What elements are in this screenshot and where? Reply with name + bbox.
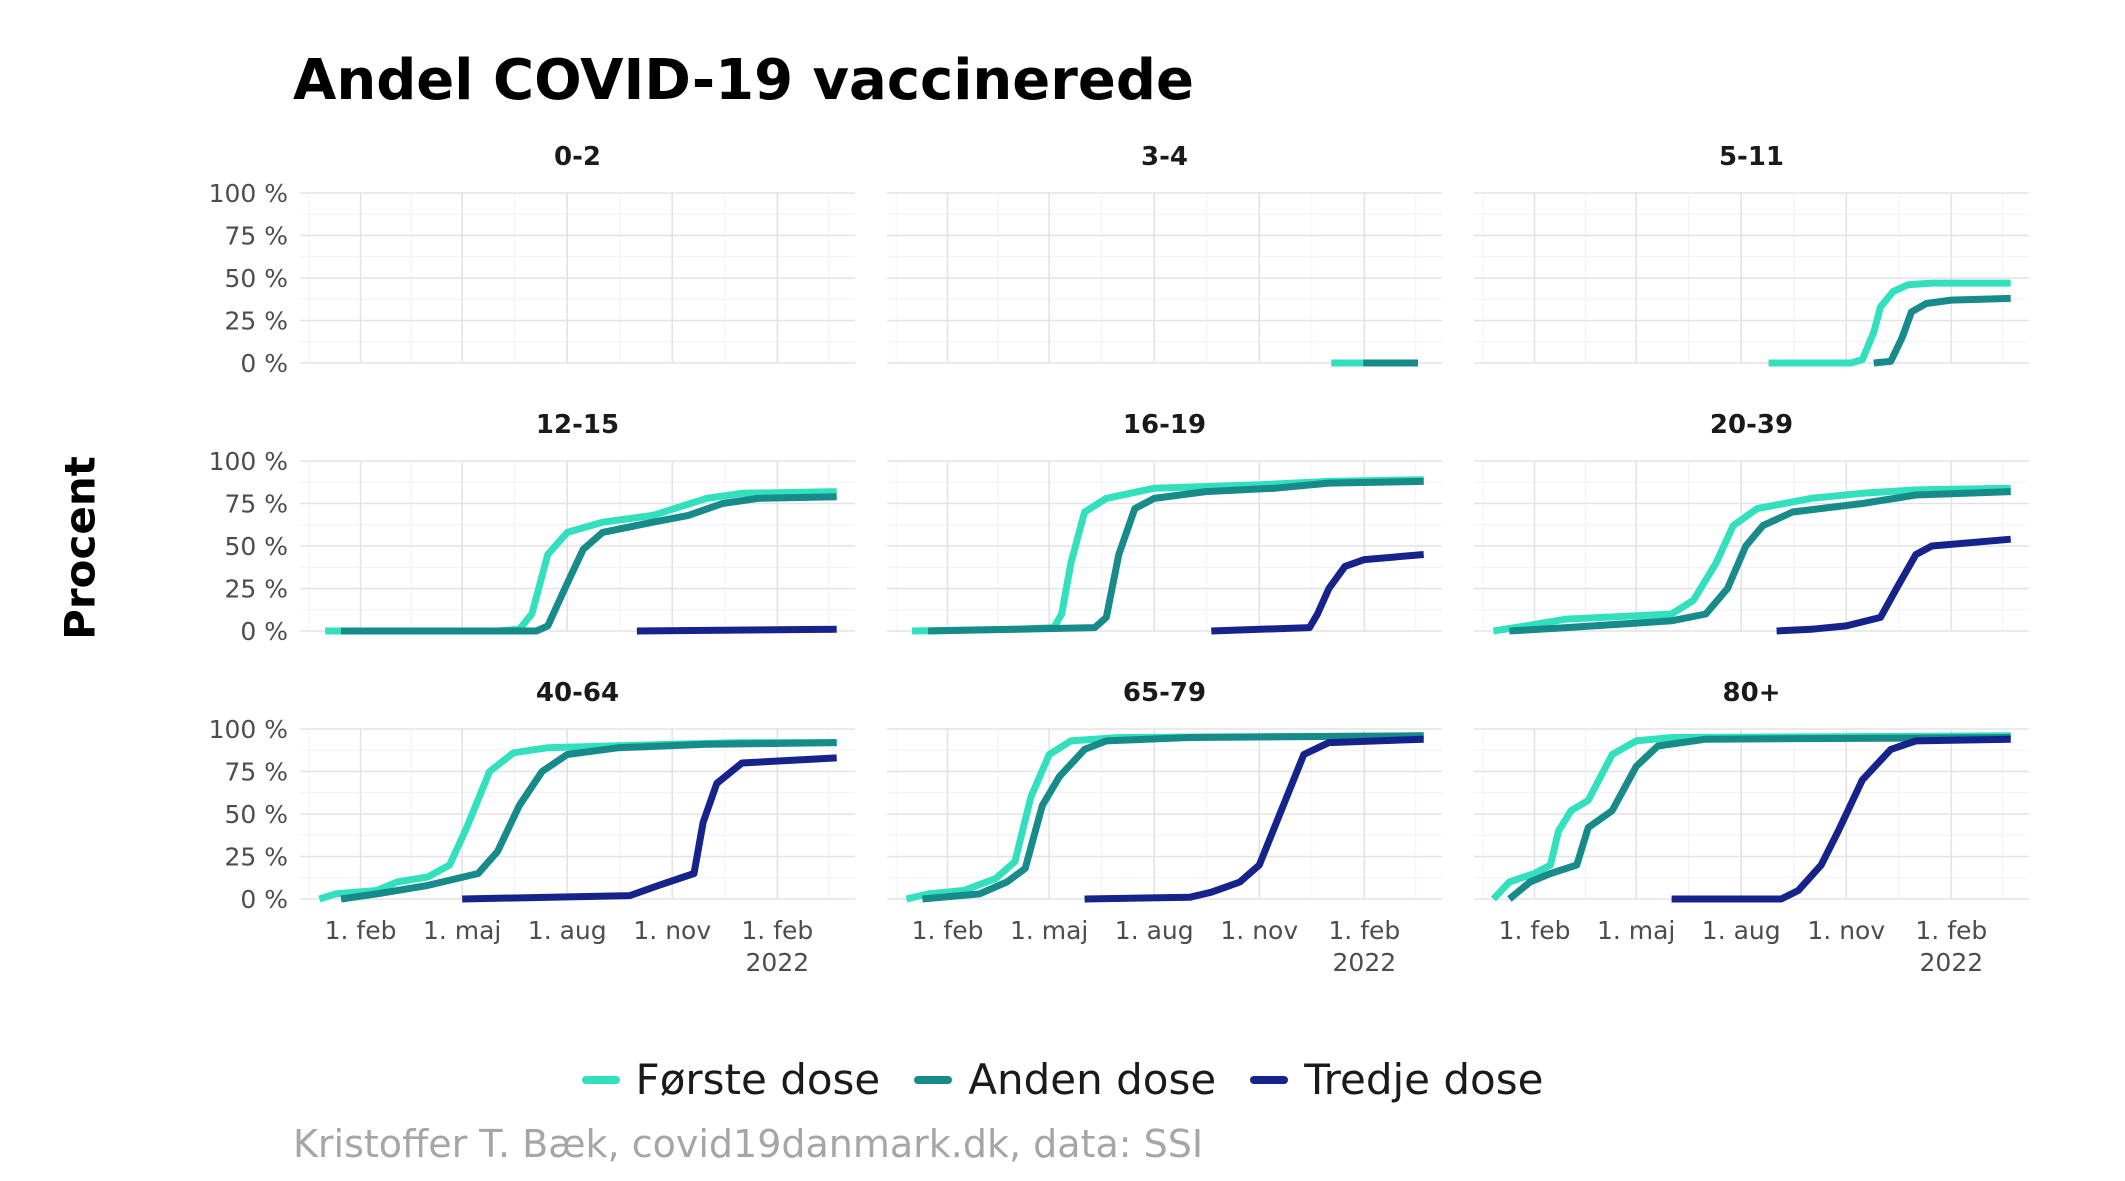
- series-line-tredje-dose: [636, 625, 837, 635]
- x-tick-label: 1. nov: [1220, 916, 1298, 945]
- legend: Første dose Anden dose Tredje dose: [0, 1055, 2125, 1104]
- legend-label: Anden dose: [968, 1055, 1217, 1104]
- facet-label: 3-4: [1141, 142, 1188, 172]
- series-line-første-dose: [905, 732, 1424, 903]
- facet-label: 40-64: [536, 678, 619, 708]
- series-line-første-dose: [1490, 732, 2011, 902]
- legend-key: [914, 1075, 953, 1084]
- series-line-anden-dose: [1873, 294, 2011, 367]
- series-line-anden-dose: [340, 739, 837, 903]
- x-tick-label: 1. feb 2022: [1328, 916, 1400, 977]
- y-tick-label: 50 %: [224, 532, 288, 561]
- facet-panel-65-79: 65-79 1. feb 1. maj 1. aug 1. nov 1. feb 2022: [887, 678, 1442, 977]
- x-tick-label: 1. aug: [1702, 916, 1781, 945]
- y-tick-label: 75 %: [224, 490, 288, 519]
- y-tick-label: 50 %: [224, 264, 288, 293]
- facet-panel-3-4: 3-4: [887, 142, 1442, 367]
- facet-label: 0-2: [554, 142, 601, 172]
- x-tick-label: 1. aug: [1115, 916, 1194, 945]
- series-line-første-dose: [1768, 279, 2011, 367]
- caption: Kristoffer T. Bæk, covid19danmark.dk, da…: [293, 1122, 1204, 1166]
- facet-panel-80+: 80+ 1. feb 1. maj 1. aug 1. nov 1. feb 2022: [1474, 678, 2029, 977]
- facet-label: 80+: [1723, 678, 1781, 708]
- legend-label: Første dose: [635, 1055, 881, 1104]
- y-tick-label: 75 %: [224, 222, 288, 251]
- y-tick-label: 0 %: [240, 617, 288, 646]
- y-tick-label: 100 %: [209, 447, 288, 476]
- x-tick-label: 1. feb: [912, 916, 984, 945]
- x-tick-label: 1. maj: [1597, 916, 1675, 945]
- chart-title: Andel COVID-19 vaccinerede: [293, 48, 1194, 113]
- facet-panel-5-11: 5-11: [1474, 142, 2029, 367]
- y-tick-label: 25 %: [224, 843, 288, 872]
- y-tick-label: 50 %: [224, 800, 288, 829]
- x-tick-label: 1. maj: [1010, 916, 1088, 945]
- facet-label: 65-79: [1123, 678, 1206, 708]
- x-tick-label: 1. aug: [528, 916, 607, 945]
- y-tick-label: 100 %: [209, 179, 288, 208]
- series-line-anden-dose: [1509, 488, 2011, 635]
- facet-panel-16-19: 16-19: [887, 410, 1442, 635]
- y-tick-label: 0 %: [240, 349, 288, 378]
- facet-panel-12-15: 12-15 0 % 25 % 50 % 75 % 100 %: [209, 410, 855, 646]
- series-line-tredje-dose: [1671, 735, 2011, 903]
- y-tick-label: 25 %: [224, 575, 288, 604]
- series-line-første-dose: [1492, 484, 2011, 635]
- series-line-tredje-dose: [1211, 551, 1424, 635]
- facet-panel-20-39: 20-39: [1474, 410, 2029, 635]
- y-tick-label: 100 %: [209, 715, 288, 744]
- x-tick-label: 1. feb 2022: [1915, 916, 1987, 977]
- x-tick-label: 1. maj: [423, 916, 501, 945]
- facet-panel-40-64: 40-64 0 % 25 % 50 % 75 % 100 % 1. feb 1. maj 1. …: [209, 678, 855, 977]
- legend-key: [1250, 1075, 1289, 1084]
- x-tick-label: 1. nov: [633, 916, 711, 945]
- series-line-anden-dose: [1507, 734, 2011, 902]
- y-tick-label: 25 %: [224, 307, 288, 336]
- legend-item: Første dose: [581, 1055, 881, 1104]
- facet-label: 12-15: [536, 410, 619, 440]
- series-line-første-dose: [318, 739, 837, 903]
- x-tick-label: 1. feb: [1499, 916, 1571, 945]
- legend-item: Tredje dose: [1250, 1055, 1543, 1104]
- x-tick-label: 1. nov: [1807, 916, 1885, 945]
- series-line-tredje-dose: [1084, 735, 1424, 903]
- legend-item: Anden dose: [914, 1055, 1216, 1104]
- x-tick-label: 1. feb 2022: [741, 916, 813, 977]
- series-line-første-dose: [912, 476, 1424, 635]
- x-tick-label: 1. feb: [325, 916, 397, 945]
- y-tick-label: 75 %: [224, 758, 288, 787]
- series-line-anden-dose: [341, 493, 837, 635]
- series-line-tredje-dose: [462, 754, 837, 903]
- legend-label: Tredje dose: [1304, 1055, 1544, 1104]
- facet-label: 20-39: [1710, 410, 1793, 440]
- facet-panel-0-2: 0-2 0 % 25 % 50 % 75 % 100 %: [209, 142, 855, 378]
- legend-key: [581, 1075, 620, 1084]
- series-line-anden-dose: [922, 732, 1424, 903]
- facet-label: 5-11: [1719, 142, 1784, 172]
- series-line-tredje-dose: [1776, 535, 2012, 635]
- series-line-anden-dose: [928, 477, 1424, 635]
- facet-label: 16-19: [1123, 410, 1206, 440]
- y-tick-label: 0 %: [240, 885, 288, 914]
